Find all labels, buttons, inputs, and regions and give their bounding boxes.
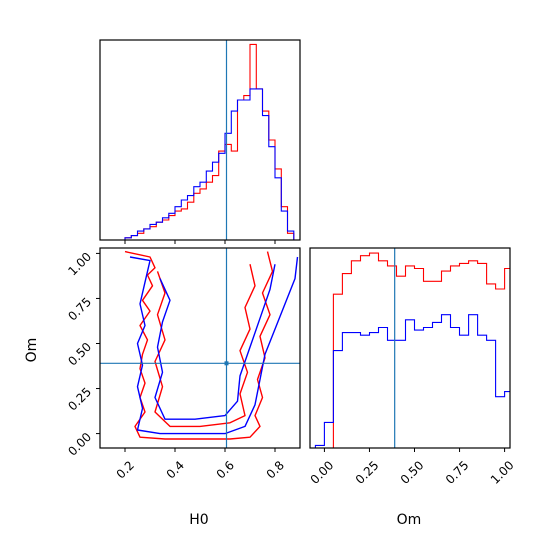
- om-axis-label: Om: [397, 512, 422, 528]
- contour-series-1-level-1: [154, 264, 276, 420]
- contour-series-0-level-0: [124, 250, 274, 440]
- contour-truth-marker: [224, 361, 229, 366]
- om-marginal-frame: [309, 247, 511, 449]
- h0-axis-label: H0: [189, 512, 208, 528]
- h0-marginal-series-1: [100, 88, 300, 240]
- h0-marginal-panel: [99, 39, 301, 244]
- h0-marginal-series-0: [100, 43, 300, 240]
- contour-series-0-level-1: [154, 264, 256, 428]
- contour-series-1-level-0: [129, 256, 299, 435]
- h0-marginal-frame: [99, 39, 301, 241]
- om-marginal-series-1: [314, 314, 510, 448]
- contour-frame: [99, 247, 301, 449]
- om-y-axis-label: Om: [24, 338, 40, 363]
- om-marginal-series-0: [315, 252, 510, 448]
